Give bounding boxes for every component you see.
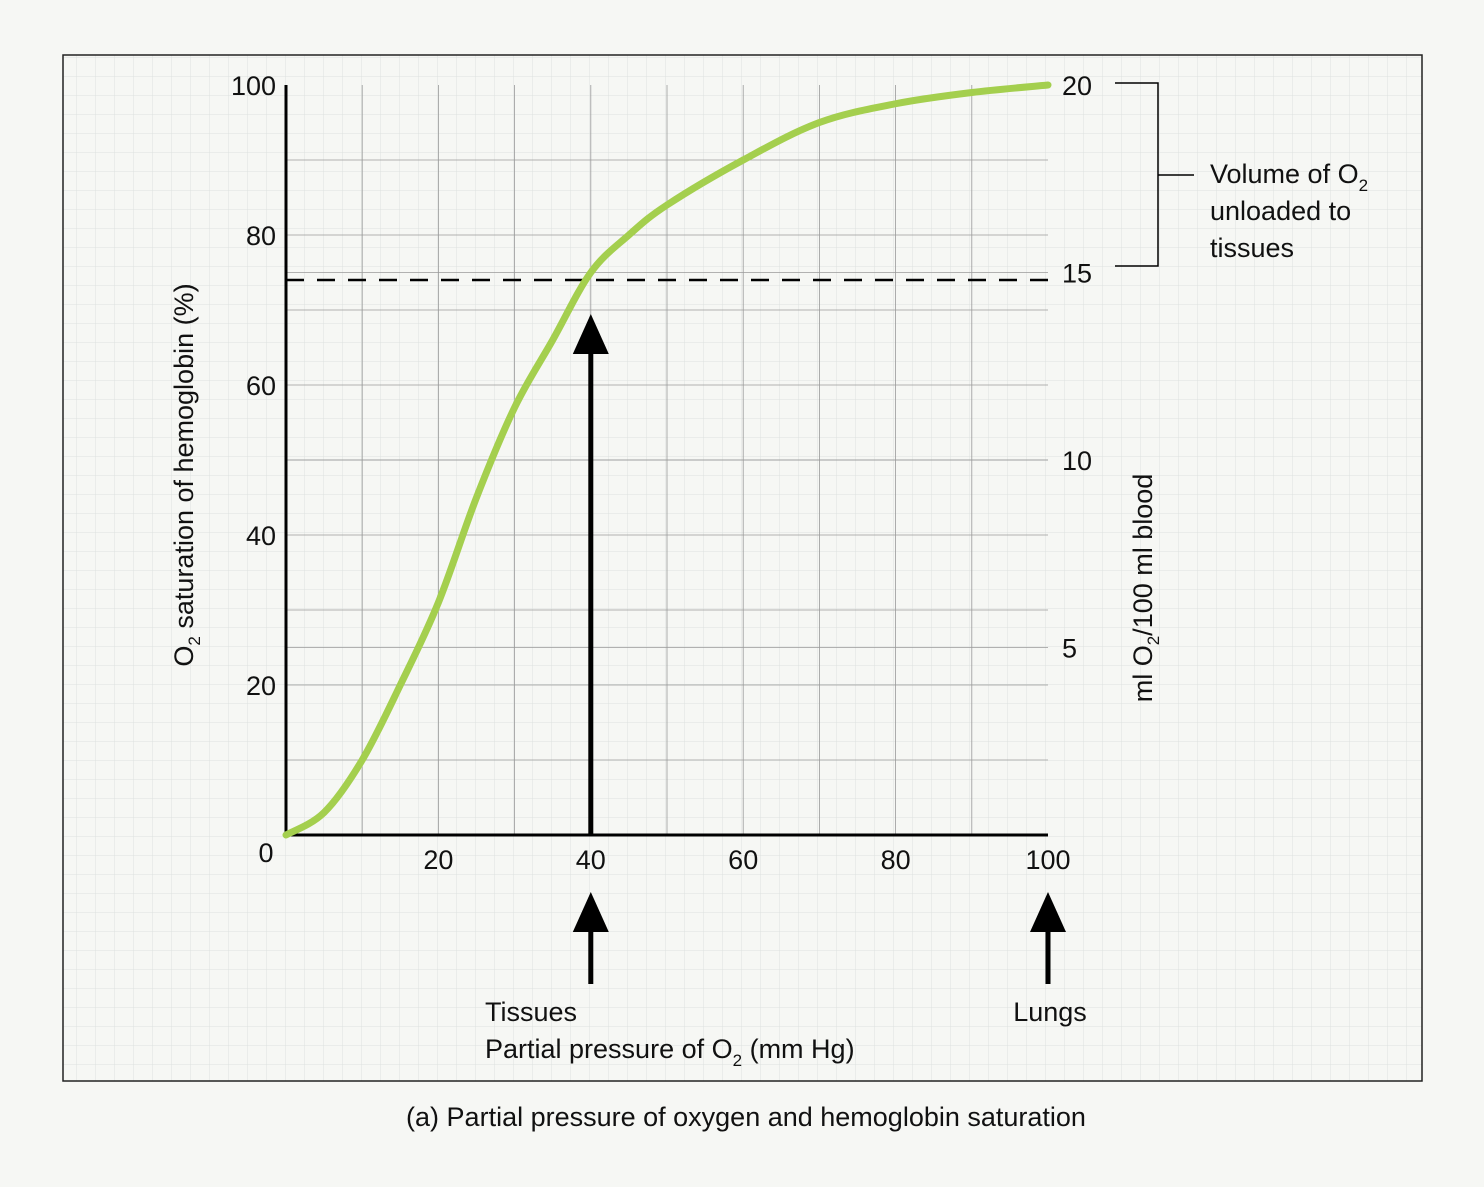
y2-tick-label: 20 — [1062, 71, 1092, 101]
x-tick-label: 20 — [423, 845, 453, 875]
tick-labels: 20 40 60 80 100 20 40 60 80 100 0 5 10 15 20 — [231, 71, 1092, 875]
x-tick-label: 80 — [881, 845, 911, 875]
y2-axis-title: ml O2/100 ml blood — [1128, 474, 1163, 703]
volume-annotation: Volume of O2 — [1210, 159, 1368, 195]
y-axis-title: O2 saturation of hemoglobin (%) — [169, 283, 204, 666]
y-tick-label: 80 — [246, 221, 276, 251]
lungs-label: Lungs — [1013, 997, 1087, 1027]
volume-annotation-line2: unloaded to — [1210, 196, 1351, 226]
origin-tick-label: 0 — [258, 838, 273, 868]
tissues-label: Tissues — [485, 997, 577, 1027]
y2-tick-label: 10 — [1062, 446, 1092, 476]
plot-frame — [62, 54, 1423, 1082]
figure-caption: (a) Partial pressure of oxygen and hemog… — [406, 1102, 1086, 1132]
tissues-vertical-arrow-head — [572, 314, 609, 354]
volume-annotation-line3: tissues — [1210, 233, 1294, 263]
y-tick-label: 40 — [246, 521, 276, 551]
volume-bracket — [1115, 82, 1194, 267]
arrows — [572, 314, 1066, 984]
tissues-arrow-head — [572, 892, 609, 932]
y2-tick-label: 15 — [1062, 259, 1092, 289]
x-tick-label: 40 — [576, 845, 606, 875]
axes — [284, 85, 1048, 837]
y-tick-label: 20 — [246, 671, 276, 701]
x-axis-title: Partial pressure of O2 (mm Hg) — [485, 1034, 855, 1070]
y-tick-label: 60 — [246, 371, 276, 401]
y2-tick-label: 5 — [1062, 634, 1077, 664]
saturation-curve — [282, 81, 1052, 839]
x-tick-label: 100 — [1025, 845, 1070, 875]
y-tick-label: 100 — [231, 71, 276, 101]
lungs-arrow-head — [1030, 892, 1066, 932]
x-tick-label: 60 — [728, 845, 758, 875]
